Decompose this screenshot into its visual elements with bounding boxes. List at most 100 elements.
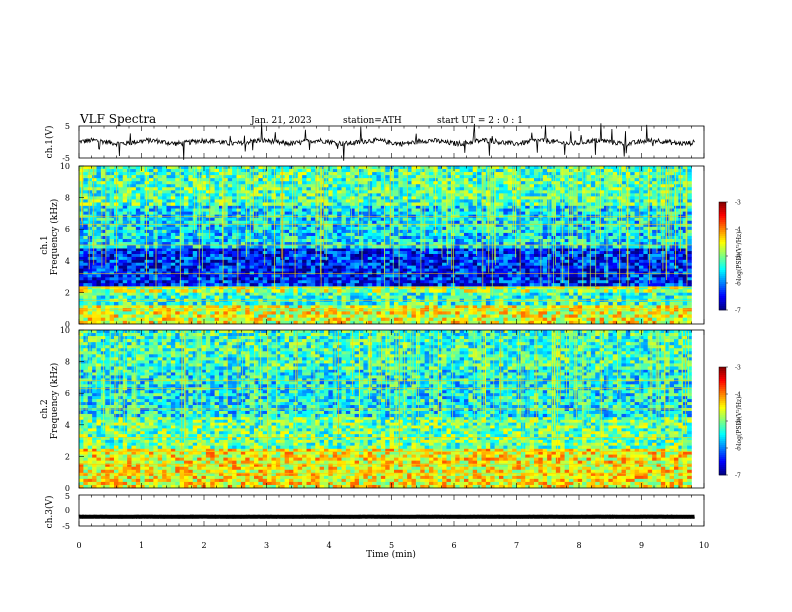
spectrogram-cell [586,280,592,284]
spectrogram-cell [254,301,259,306]
spectrogram-cell [262,317,268,322]
spectrogram-cell [411,295,417,300]
spectrogram-cell [669,256,675,261]
spectrogram-cell [363,232,369,237]
spectrogram-cell [166,242,172,246]
spectrogram-cell [678,277,684,281]
spectrogram-cell [599,314,605,318]
spectrogram-cell [197,295,202,300]
spectrogram-cell [79,239,84,243]
spectrogram-cell [380,289,386,293]
spectrogram-cell [464,305,469,309]
spectrogram-cell [551,256,557,261]
spectrogram-cell [109,320,115,325]
spectrogram-cell [468,317,474,322]
spectrogram-cell [674,292,679,296]
spectrogram-cell [372,262,377,266]
spectrogram-cell [240,259,246,264]
spectrogram-cell [367,262,373,266]
spectrogram-cell [227,229,233,234]
spectrogram-cell [450,295,456,300]
spectrogram-cell [590,292,596,296]
spectrogram-cell [555,259,561,264]
spectrogram-cell [424,301,430,306]
spectrogram-cell [402,317,408,322]
spectrogram-cell [232,235,237,240]
spectrogram-cell [240,305,246,309]
spectrogram-cell [227,226,233,231]
spectrogram-cell [494,211,500,215]
spectrogram-cell [674,262,679,266]
spectrogram-cell [149,265,154,269]
spectrogram-cell [499,311,504,315]
spectrogram-cell [284,226,290,231]
spectrogram-cell [131,220,137,225]
spectrogram-cell [652,280,657,284]
spectrogram-cell [205,239,211,243]
spectrogram-cell [127,242,132,246]
spectrogram-cell [634,320,640,325]
spectrogram-cell [297,239,303,243]
spectrogram-cell [363,274,369,278]
spectrogram-cell [398,274,404,278]
spectrogram-cell [512,251,517,255]
spectrogram-cell [332,232,338,237]
spectrogram-cell [254,311,259,315]
spectrogram-cell [433,301,439,306]
spectrogram-cell [275,295,281,300]
spectrogram-cell [586,259,592,264]
spectrogram-cell [188,289,194,293]
spectrogram-cell [232,239,237,243]
spectrogram-cell [306,277,312,281]
spectrogram-cell [227,208,233,212]
spectrogram-cell [118,242,124,246]
spectrogram-cell [319,208,325,212]
spectrogram-cell [170,253,176,258]
spectrogram-cell [249,251,255,255]
spectrogram-cell [376,239,382,243]
spectrogram-cell [236,232,242,237]
spectrogram-cell [411,277,417,281]
spectrogram-cell [170,292,176,296]
spectrogram-cell [577,277,583,281]
spectrogram-cell [398,223,404,228]
spectrogram-cell [442,242,447,246]
spectrogram-cell [328,229,334,234]
spectrogram-cell [289,280,294,284]
spectrogram-cell [192,305,198,309]
spectrogram-cell [236,320,242,325]
spectrogram-cell [302,274,307,278]
spectrogram-cell [227,301,233,306]
spectrogram-cell [424,229,430,234]
spectrogram-cell [271,283,277,287]
spectrogram-cell [350,248,355,252]
spectrogram-cell [682,253,688,258]
spectrogram-cell [135,239,141,243]
spectrogram-cell [398,320,404,325]
spectrogram-cell [529,280,535,284]
spectrogram-cell [450,314,456,318]
spectrogram-cell [359,274,364,278]
spectrogram-cell [118,262,124,266]
spectrogram-cell [555,314,561,318]
spectrogram-cell [459,217,465,222]
spectrogram-cell [240,265,246,269]
spectrogram-cell [350,253,355,258]
spectrogram-cell [306,292,312,296]
spectrogram-cell [245,251,250,255]
spectrogram-cell [477,314,482,318]
spectrogram-cell [249,242,255,246]
spectrogram-cell [332,314,338,318]
spectrogram-cell [569,268,574,272]
spectrogram-cell [232,208,237,212]
spectrogram-cell [459,292,465,296]
spectrogram-cell [350,259,355,264]
spectrogram-cell [157,245,163,249]
spectrogram-cell [420,235,425,240]
spectrogram-cell [201,268,207,272]
spectrogram-cell [100,283,106,287]
spectrogram-cell [140,311,145,315]
spectrogram-cell [420,208,425,212]
spectrogram-cell [310,239,316,243]
spectrogram-cell [459,229,465,234]
